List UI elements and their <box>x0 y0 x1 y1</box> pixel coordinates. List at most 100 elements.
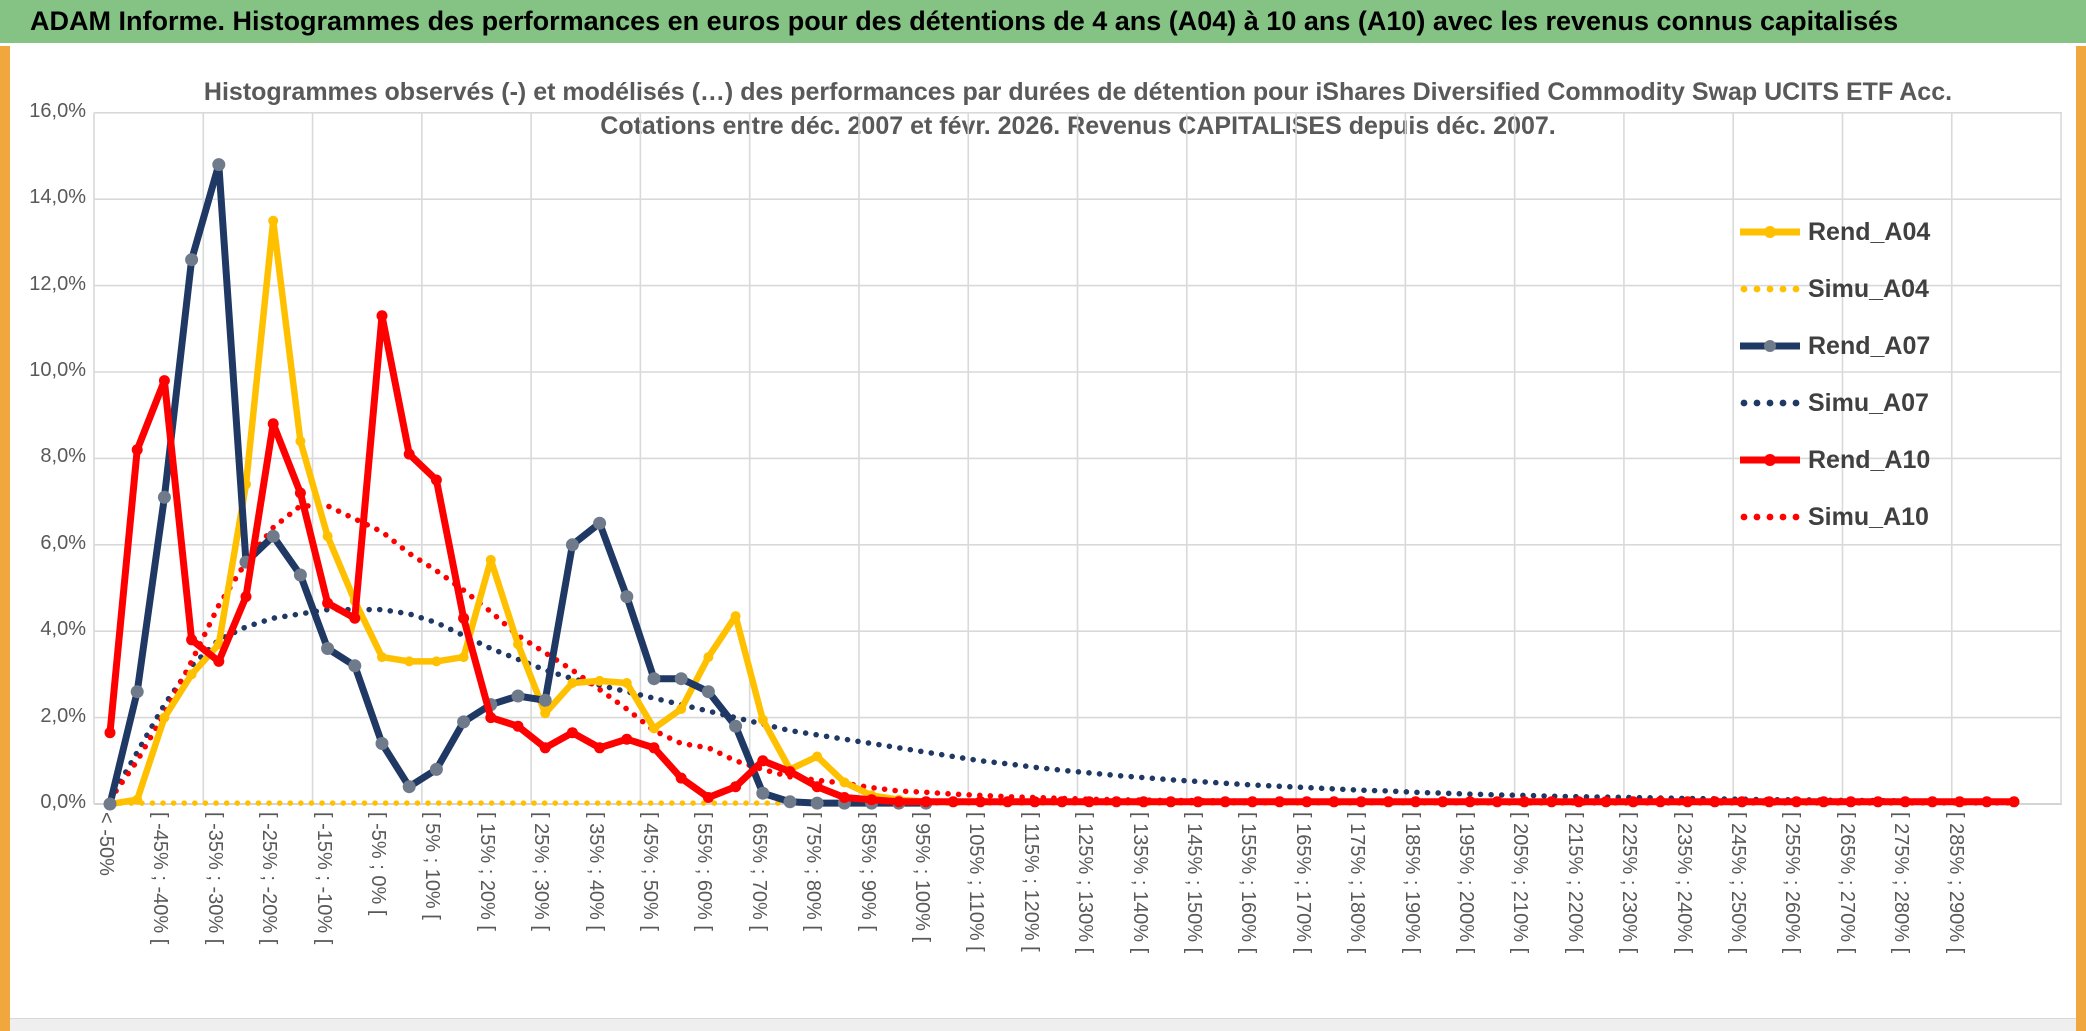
data-point-Rend_A10[interactable] <box>566 727 578 739</box>
data-point-Rend_A10[interactable] <box>1491 796 1503 808</box>
data-point-Rend_A10[interactable] <box>1682 796 1694 808</box>
data-point-Rend_A10[interactable] <box>1709 796 1721 808</box>
data-point-Rend_A10[interactable] <box>131 444 143 456</box>
bottom-scroll-area[interactable] <box>10 1018 2076 1031</box>
data-point-Rend_A04[interactable] <box>839 777 850 788</box>
data-point-Rend_A10[interactable] <box>1056 796 1068 808</box>
data-point-Rend_A07[interactable] <box>783 795 797 809</box>
data-point-Rend_A10[interactable] <box>349 612 361 624</box>
data-point-Rend_A04[interactable] <box>567 678 578 688</box>
data-point-Rend_A10[interactable] <box>702 792 714 803</box>
legend-item-Simu_A10[interactable]: Simu_A10 <box>1738 497 2038 537</box>
data-point-Rend_A10[interactable] <box>1246 796 1258 808</box>
data-point-Rend_A04[interactable] <box>676 704 687 714</box>
data-point-Rend_A04[interactable] <box>730 611 741 622</box>
data-point-Rend_A10[interactable] <box>947 796 959 808</box>
data-point-Rend_A10[interactable] <box>1002 796 1014 808</box>
data-point-Rend_A04[interactable] <box>621 678 632 688</box>
data-point-Rend_A10[interactable] <box>1899 796 1911 808</box>
data-point-Rend_A10[interactable] <box>1926 796 1938 808</box>
data-point-Rend_A04[interactable] <box>458 652 469 663</box>
data-point-Rend_A10[interactable] <box>1573 796 1585 808</box>
data-point-Rend_A10[interactable] <box>1301 796 1313 808</box>
data-point-Rend_A07[interactable] <box>647 672 661 686</box>
data-point-Rend_A10[interactable] <box>1818 796 1830 808</box>
data-point-Rend_A10[interactable] <box>1464 796 1476 808</box>
legend-item-Simu_A04[interactable]: Simu_A04 <box>1738 269 2038 309</box>
data-point-Rend_A07[interactable] <box>810 796 824 810</box>
data-point-Rend_A10[interactable] <box>1736 796 1748 808</box>
data-point-Rend_A10[interactable] <box>1328 796 1340 808</box>
data-point-Rend_A10[interactable] <box>403 448 415 460</box>
data-point-Rend_A10[interactable] <box>675 772 687 784</box>
data-point-Rend_A04[interactable] <box>268 215 279 226</box>
data-point-Rend_A07[interactable] <box>593 516 607 530</box>
data-point-Rend_A10[interactable] <box>1600 796 1612 808</box>
data-point-Rend_A10[interactable] <box>1763 796 1775 808</box>
data-point-Rend_A10[interactable] <box>1954 796 1966 808</box>
data-point-Rend_A10[interactable] <box>1382 796 1394 808</box>
data-point-Rend_A10[interactable] <box>376 310 388 322</box>
data-point-Rend_A10[interactable] <box>1410 796 1422 808</box>
data-point-Rend_A04[interactable] <box>377 652 387 663</box>
data-point-Rend_A10[interactable] <box>1790 796 1802 808</box>
data-point-Rend_A10[interactable] <box>240 591 252 603</box>
data-point-Rend_A10[interactable] <box>485 712 497 724</box>
legend-item-Rend_A07[interactable]: Rend_A07 <box>1738 326 2038 366</box>
data-point-Rend_A10[interactable] <box>1546 796 1558 808</box>
series-line-Simu_A07[interactable] <box>107 606 2017 805</box>
data-point-Rend_A10[interactable] <box>893 796 905 808</box>
series-Rend_A07[interactable] <box>103 158 933 811</box>
data-point-Rend_A04[interactable] <box>513 639 523 650</box>
data-point-Rend_A07[interactable] <box>212 158 226 172</box>
data-point-Rend_A10[interactable] <box>974 796 986 808</box>
data-point-Rend_A10[interactable] <box>1165 796 1177 808</box>
data-point-Rend_A07[interactable] <box>511 689 525 703</box>
data-point-Rend_A10[interactable] <box>1437 796 1449 808</box>
data-point-Rend_A10[interactable] <box>539 742 551 754</box>
data-point-Rend_A10[interactable] <box>648 742 660 754</box>
data-point-Rend_A10[interactable] <box>322 597 334 609</box>
series-line-Rend_A10[interactable] <box>106 312 2014 806</box>
data-point-Rend_A10[interactable] <box>920 796 932 808</box>
data-point-Rend_A04[interactable] <box>404 656 415 667</box>
data-point-Rend_A07[interactable] <box>157 490 171 504</box>
data-point-Rend_A04[interactable] <box>186 669 197 680</box>
data-point-Rend_A04[interactable] <box>485 554 496 565</box>
series-line-Rend_A04[interactable] <box>109 217 927 808</box>
data-point-Rend_A10[interactable] <box>186 634 198 646</box>
data-point-Rend_A10[interactable] <box>512 720 524 732</box>
data-point-Rend_A10[interactable] <box>1110 796 1122 808</box>
data-point-Rend_A10[interactable] <box>294 487 306 499</box>
data-point-Rend_A10[interactable] <box>730 781 742 793</box>
data-point-Rend_A10[interactable] <box>1219 796 1231 808</box>
series-Rend_A10[interactable] <box>104 310 2020 808</box>
data-point-Rend_A07[interactable] <box>457 715 471 729</box>
data-point-Rend_A07[interactable] <box>674 672 688 686</box>
data-point-Rend_A07[interactable] <box>402 780 416 794</box>
data-point-Rend_A07[interactable] <box>103 797 117 811</box>
data-point-Rend_A10[interactable] <box>104 727 116 739</box>
data-point-Rend_A10[interactable] <box>1627 796 1639 808</box>
data-point-Rend_A10[interactable] <box>458 612 470 624</box>
data-point-Rend_A07[interactable] <box>321 642 335 655</box>
data-point-Rend_A04[interactable] <box>295 436 306 447</box>
data-point-Rend_A10[interactable] <box>1355 796 1367 808</box>
data-point-Rend_A10[interactable] <box>1083 796 1095 808</box>
data-point-Rend_A10[interactable] <box>866 794 878 806</box>
data-point-Rend_A04[interactable] <box>431 656 442 667</box>
data-point-Rend_A07[interactable] <box>729 719 743 733</box>
data-point-Rend_A04[interactable] <box>812 751 823 762</box>
data-point-Rend_A07[interactable] <box>756 786 770 800</box>
legend-item-Rend_A10[interactable]: Rend_A10 <box>1738 440 2038 480</box>
data-point-Rend_A10[interactable] <box>838 792 850 803</box>
data-point-Rend_A10[interactable] <box>1138 796 1150 808</box>
data-point-Rend_A10[interactable] <box>1192 796 1204 808</box>
data-point-Rend_A07[interactable] <box>130 685 144 699</box>
data-point-Rend_A07[interactable] <box>701 685 715 699</box>
data-point-Rend_A10[interactable] <box>1518 796 1530 808</box>
data-point-Rend_A10[interactable] <box>430 474 442 486</box>
data-point-Rend_A10[interactable] <box>1845 796 1857 808</box>
data-point-Rend_A07[interactable] <box>620 590 634 604</box>
data-point-Rend_A04[interactable] <box>757 714 768 725</box>
